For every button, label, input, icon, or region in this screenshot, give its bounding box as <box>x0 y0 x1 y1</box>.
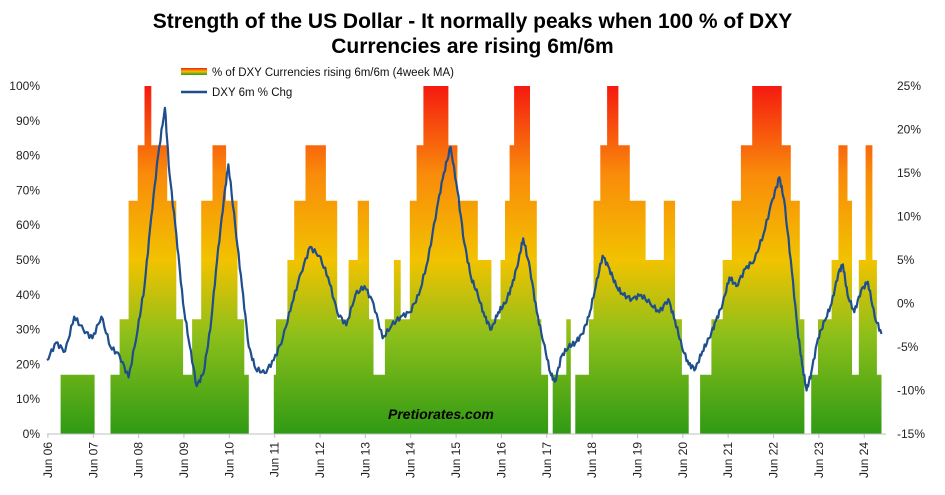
left-tick-label: 30% <box>16 323 40 337</box>
left-tick-label: 80% <box>16 149 40 163</box>
x-tick-label: Jun 16 <box>494 442 508 478</box>
right-tick-label: 5% <box>897 253 915 267</box>
x-tick-label: Jun 19 <box>631 442 645 478</box>
left-tick-label: 50% <box>16 253 40 267</box>
watermark: Pretiorates.com <box>388 406 494 422</box>
right-tick-label: -15% <box>897 427 925 441</box>
x-tick-label: Jun 09 <box>177 442 191 478</box>
x-tick-label: Jun 08 <box>132 442 146 478</box>
right-tick-label: 0% <box>897 297 915 311</box>
left-axis: 0% 10% 20% 30% 40% 50% 60% 70% 80% 90% 100% <box>9 79 40 441</box>
left-tick-label: 10% <box>16 392 40 406</box>
right-tick-label: -5% <box>897 340 919 354</box>
right-tick-label: 25% <box>897 79 921 93</box>
left-tick-label: 20% <box>16 357 40 371</box>
chart-title-line2: Currencies are rising 6m/6m <box>331 35 614 58</box>
x-tick-label: Jun 14 <box>404 442 418 478</box>
chart-title-line1: Strength of the US Dollar - It normally … <box>152 10 793 33</box>
right-axis: -15% -10% -5% 0% 5% 10% 15% 20% 25% <box>897 79 925 441</box>
x-tick-label: Jun 06 <box>41 442 55 478</box>
plot-area <box>46 86 883 434</box>
left-tick-label: 40% <box>16 288 40 302</box>
right-tick-label: -10% <box>897 384 925 398</box>
percent-rising-area <box>47 86 882 434</box>
right-tick-label: 10% <box>897 210 921 224</box>
x-tick-label: Jun 10 <box>222 442 236 478</box>
legend: % of DXY Currencies rising 6m/6m (4week … <box>181 67 454 99</box>
left-tick-label: 0% <box>23 427 41 441</box>
left-tick-label: 90% <box>16 114 40 128</box>
x-tick-label: Jun 23 <box>812 442 826 478</box>
x-tick-label: Jun 07 <box>86 442 100 478</box>
x-tick-label: Jun 18 <box>585 442 599 478</box>
x-tick-label: Jun 11 <box>268 442 282 477</box>
x-tick-label: Jun 13 <box>358 442 372 478</box>
right-tick-label: 15% <box>897 166 921 180</box>
x-tick-label: Jun 21 <box>721 442 735 478</box>
right-tick-label: 20% <box>897 123 921 137</box>
x-tick-label: Jun 17 <box>540 442 554 478</box>
x-tick-label: Jun 15 <box>449 442 463 478</box>
x-tick-label: Jun 22 <box>767 442 781 478</box>
x-tick-label: Jun 12 <box>313 442 327 478</box>
legend-label-line: DXY 6m % Chg <box>212 87 292 99</box>
legend-swatch-area <box>181 68 207 75</box>
x-tick-label: Jun 20 <box>676 442 690 478</box>
left-tick-label: 100% <box>9 79 40 93</box>
dxy-6m-chg-line <box>46 106 883 392</box>
legend-label-area: % of DXY Currencies rising 6m/6m (4week … <box>212 67 454 79</box>
left-tick-label: 70% <box>16 183 40 197</box>
left-tick-label: 60% <box>16 218 40 232</box>
x-axis: Jun 06 Jun 07 Jun 08 Jun 09 Jun 10 Jun 11 Jun … <box>41 434 871 478</box>
x-tick-label: Jun 24 <box>857 442 871 478</box>
